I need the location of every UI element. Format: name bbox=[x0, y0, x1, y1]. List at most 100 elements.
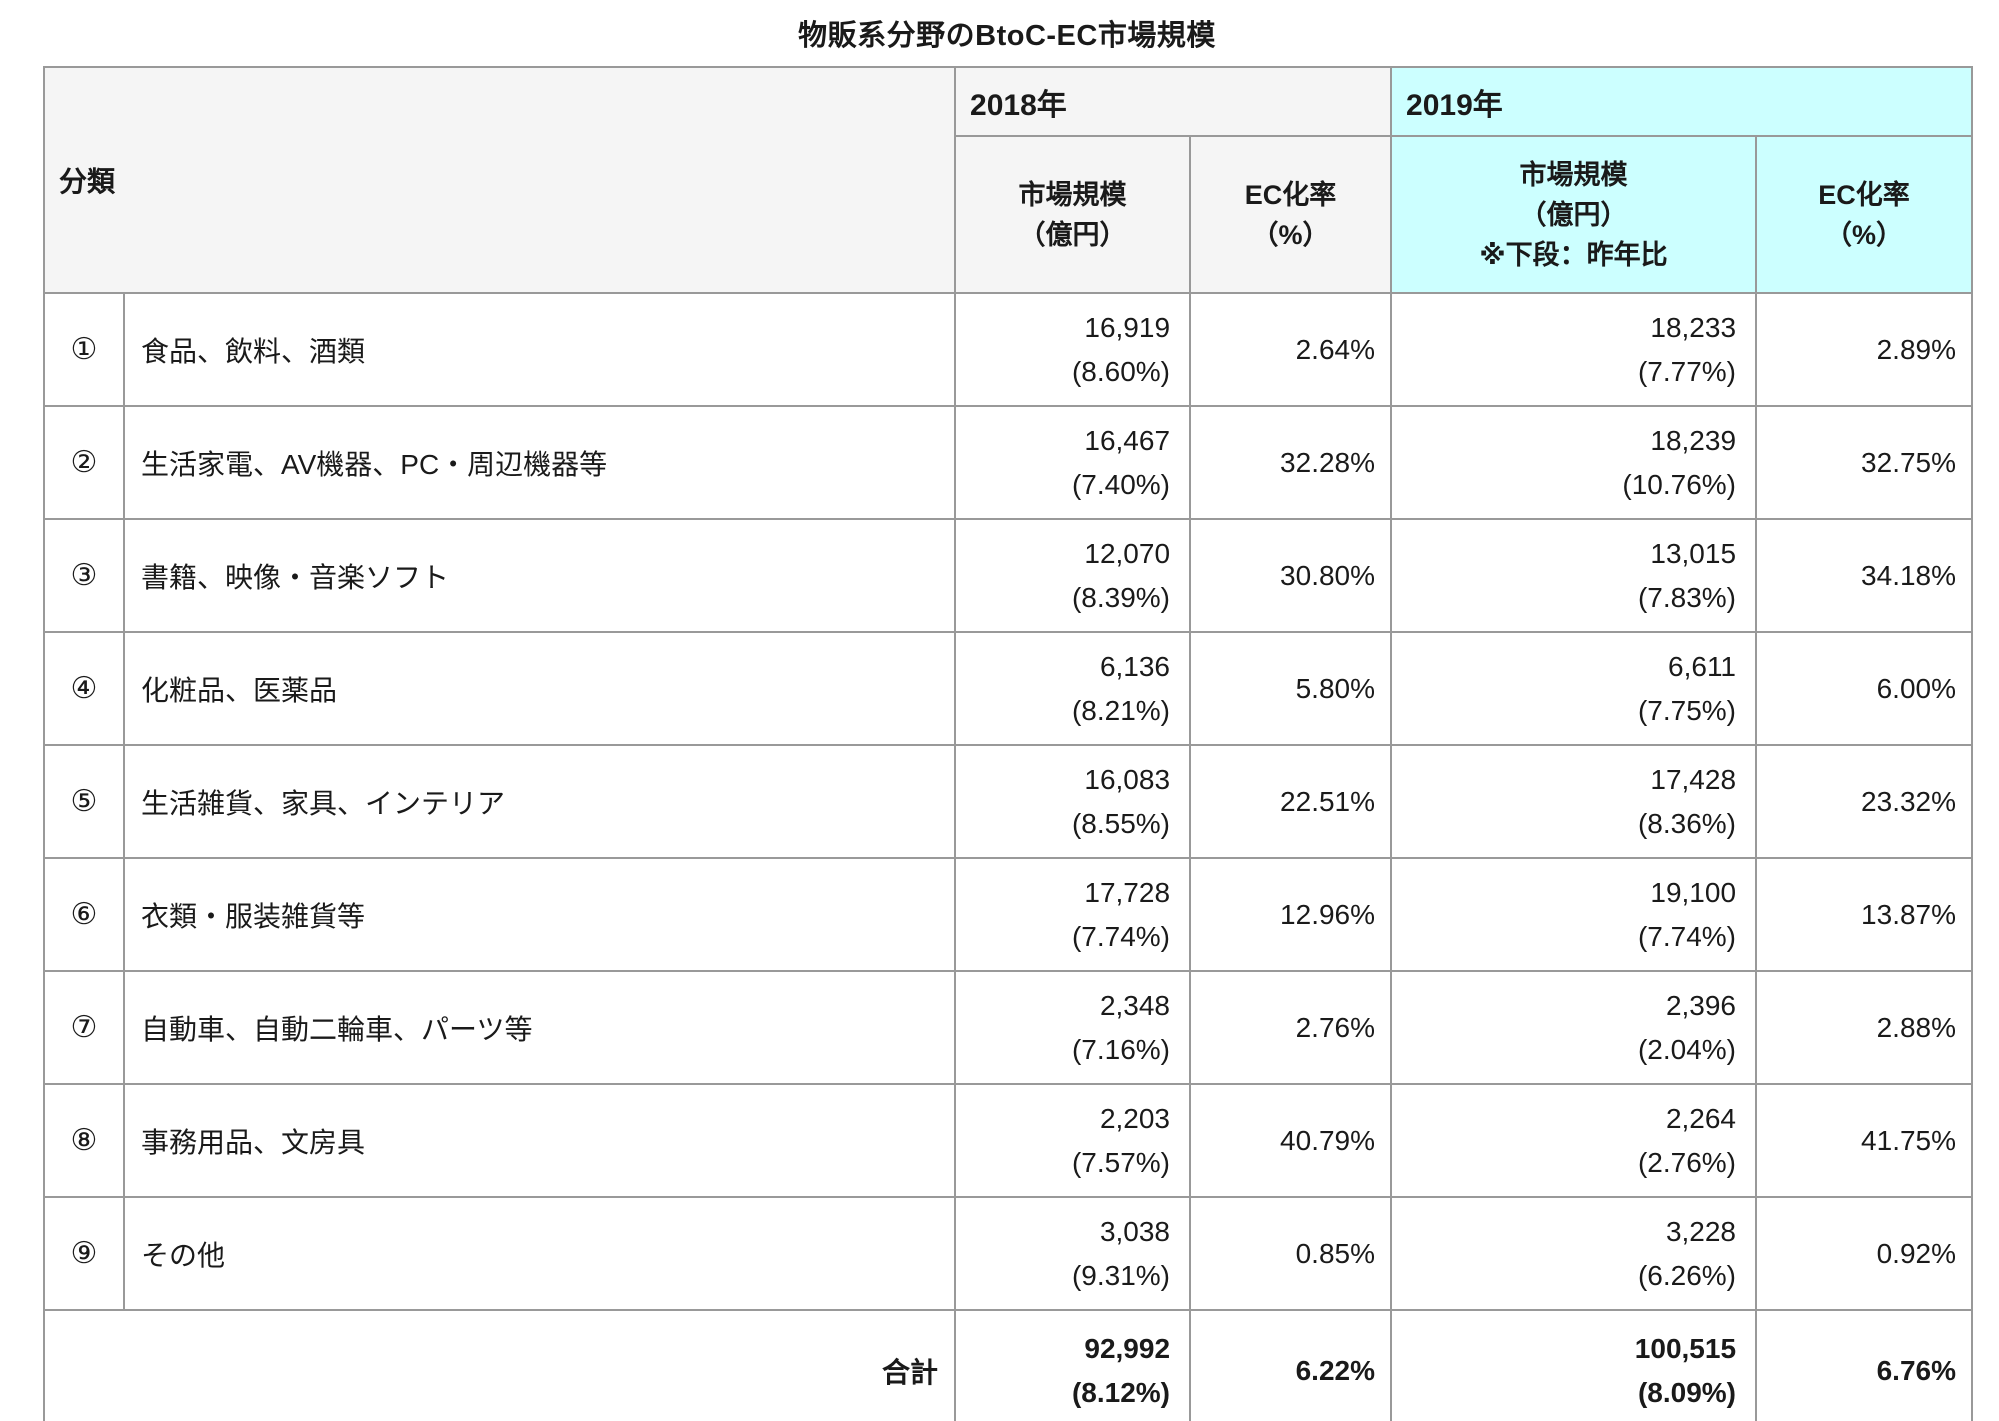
market-size-2019-cell: 3,228 (6.26%) bbox=[1390, 1196, 1758, 1311]
table-row: ⑨ その他 3,038 (9.31%) 0.85% 3,228 (6.26%) … bbox=[43, 1196, 1974, 1311]
row-number: ② bbox=[43, 405, 125, 520]
market-size-2018-cell: 3,038 (9.31%) bbox=[954, 1196, 1192, 1311]
table-footer: 合計 92,992 (8.12%) 6.22% 100,515 (8.09%) … bbox=[42, 1309, 1974, 1421]
year-2018-header: 2018年 bbox=[954, 66, 1393, 137]
market-size-2019-cell: 17,428 (8.36%) bbox=[1390, 744, 1758, 859]
row-number: ⑧ bbox=[43, 1083, 125, 1198]
ec-rate-unit: （%） bbox=[1251, 219, 1330, 250]
category-label: 食品、飲料、酒類 bbox=[122, 292, 957, 407]
total-market-size-2018-value: 92,992 bbox=[1084, 1332, 1171, 1364]
market-size-2019-cell: 18,239 (10.76%) bbox=[1390, 405, 1758, 520]
market-size-2019-share: (7.75%) bbox=[1637, 694, 1737, 726]
market-size-2019-share: (7.83%) bbox=[1637, 581, 1737, 613]
market-size-2019-cell: 6,611 (7.75%) bbox=[1390, 631, 1758, 746]
market-size-2019-value: 6,611 bbox=[1668, 650, 1737, 682]
market-size-2018-cell: 12,070 (8.39%) bbox=[954, 518, 1192, 633]
market-size-2018-share: (8.39%) bbox=[1071, 581, 1171, 613]
table-header: 分類 2018年 2019年 市場規模 （億円） EC化率 （%） 市場規模 （… bbox=[42, 66, 1974, 294]
row-number: ④ bbox=[43, 631, 125, 746]
row-number: ⑦ bbox=[43, 970, 125, 1085]
category-header: 分類 bbox=[42, 66, 957, 294]
market-size-2018-value: 17,728 bbox=[1084, 876, 1171, 908]
market-size-2019-share: (7.77%) bbox=[1637, 355, 1737, 387]
row-number: ⑤ bbox=[43, 744, 125, 859]
row-number: ① bbox=[43, 292, 125, 407]
market-size-2019-share: (8.36%) bbox=[1637, 807, 1737, 839]
market-size-2018-cell: 2,348 (7.16%) bbox=[954, 970, 1192, 1085]
category-label: 書籍、映像・音楽ソフト bbox=[122, 518, 957, 633]
category-label: 生活家電、AV機器、PC・周辺機器等 bbox=[122, 405, 957, 520]
market-size-2019-cell: 13,015 (7.83%) bbox=[1390, 518, 1758, 633]
market-size-2018-share: (9.31%) bbox=[1071, 1259, 1171, 1291]
market-size-2018-cell: 16,083 (8.55%) bbox=[954, 744, 1192, 859]
market-size-2019-value: 3,228 bbox=[1665, 1215, 1737, 1247]
total-market-size-2018-cell: 92,992 (8.12%) bbox=[954, 1309, 1192, 1421]
ec-rate-2019-cell: 34.18% bbox=[1755, 518, 1974, 633]
market-size-2019-cell: 19,100 (7.74%) bbox=[1390, 857, 1758, 972]
table-row: ① 食品、飲料、酒類 16,919 (8.60%) 2.64% 18,233 (… bbox=[43, 292, 1974, 407]
market-size-2018-value: 16,919 bbox=[1084, 311, 1171, 343]
market-size-2019-value: 2,264 bbox=[1665, 1102, 1737, 1134]
total-market-size-2018-share: (8.12%) bbox=[1071, 1376, 1171, 1408]
ec-rate-unit: （%） bbox=[1825, 219, 1904, 250]
ec-rate-2019-cell: 23.32% bbox=[1755, 744, 1974, 859]
category-label: 衣類・服装雑貨等 bbox=[122, 857, 957, 972]
category-label: 自動車、自動二輪車、パーツ等 bbox=[122, 970, 957, 1085]
ec-rate-2019-cell: 2.89% bbox=[1755, 292, 1974, 407]
table-row: ⑥ 衣類・服装雑貨等 17,728 (7.74%) 12.96% 19,100 … bbox=[43, 857, 1974, 972]
market-size-2018-share: (8.21%) bbox=[1071, 694, 1171, 726]
market-size-2019-header: 市場規模 （億円） ※下段：昨年比 bbox=[1390, 135, 1758, 294]
market-size-unit: （億円） bbox=[1519, 199, 1628, 230]
market-size-2018-share: (8.55%) bbox=[1071, 807, 1171, 839]
ec-rate-2019-cell: 6.00% bbox=[1755, 631, 1974, 746]
market-size-2018-cell: 16,467 (7.40%) bbox=[954, 405, 1192, 520]
ec-rate-2018-cell: 22.51% bbox=[1189, 744, 1393, 859]
ec-rate-2019-cell: 32.75% bbox=[1755, 405, 1974, 520]
market-size-2019-value: 18,239 bbox=[1650, 424, 1737, 456]
market-size-2019-share: (7.74%) bbox=[1637, 920, 1737, 952]
total-ec-rate-2019-cell: 6.76% bbox=[1755, 1309, 1974, 1421]
table-row: ③ 書籍、映像・音楽ソフト 12,070 (8.39%) 30.80% 13,0… bbox=[43, 518, 1974, 633]
market-size-2018-share: (7.16%) bbox=[1071, 1033, 1171, 1065]
market-size-label: 市場規模 bbox=[1018, 179, 1127, 210]
table-row: ⑦ 自動車、自動二輪車、パーツ等 2,348 (7.16%) 2.76% 2,3… bbox=[43, 970, 1974, 1085]
market-size-2018-cell: 17,728 (7.74%) bbox=[954, 857, 1192, 972]
market-size-2018-header: 市場規模 （億円） bbox=[954, 135, 1192, 294]
category-label: 化粧品、医薬品 bbox=[122, 631, 957, 746]
market-size-2018-cell: 6,136 (8.21%) bbox=[954, 631, 1192, 746]
market-size-2018-cell: 2,203 (7.57%) bbox=[954, 1083, 1192, 1198]
ec-rate-2018-cell: 5.80% bbox=[1189, 631, 1393, 746]
market-size-2019-share: (6.26%) bbox=[1637, 1259, 1737, 1291]
category-label: 生活雑貨、家具、インテリア bbox=[122, 744, 957, 859]
market-size-2018-value: 16,083 bbox=[1084, 763, 1171, 795]
year-header-row: 分類 2018年 2019年 bbox=[42, 66, 1974, 294]
ec-rate-label: EC化率 bbox=[1818, 179, 1910, 210]
market-size-2018-value: 12,070 bbox=[1084, 537, 1171, 569]
market-size-2018-value: 3,038 bbox=[1099, 1215, 1171, 1247]
table-body: ① 食品、飲料、酒類 16,919 (8.60%) 2.64% 18,233 (… bbox=[43, 292, 1974, 1311]
market-size-unit: （億円） bbox=[1018, 219, 1127, 250]
ec-rate-label: EC化率 bbox=[1244, 179, 1337, 210]
ec-rate-2019-cell: 2.88% bbox=[1755, 970, 1974, 1085]
ec-rate-2019-header: EC化率 （%） bbox=[1755, 135, 1974, 294]
table-row: ② 生活家電、AV機器、PC・周辺機器等 16,467 (7.40%) 32.2… bbox=[43, 405, 1974, 520]
market-size-2019-value: 18,233 bbox=[1650, 311, 1737, 343]
ec-rate-2018-cell: 2.76% bbox=[1189, 970, 1393, 1085]
market-size-2019-cell: 2,396 (2.04%) bbox=[1390, 970, 1758, 1085]
row-number: ⑨ bbox=[43, 1196, 125, 1311]
market-size-2019-value: 2,396 bbox=[1665, 989, 1737, 1021]
category-label: その他 bbox=[122, 1196, 957, 1311]
market-size-2018-share: (7.74%) bbox=[1071, 920, 1171, 952]
market-size-2019-share: (10.76%) bbox=[1622, 468, 1737, 500]
total-ec-rate-2018-cell: 6.22% bbox=[1189, 1309, 1393, 1421]
table-row: ⑧ 事務用品、文房具 2,203 (7.57%) 40.79% 2,264 (2… bbox=[43, 1083, 1974, 1198]
market-size-2019-value: 13,015 bbox=[1650, 537, 1737, 569]
table-row: ⑤ 生活雑貨、家具、インテリア 16,083 (8.55%) 22.51% 17… bbox=[43, 744, 1974, 859]
yoy-note: ※下段：昨年比 bbox=[1479, 239, 1668, 270]
ec-rate-2019-cell: 41.75% bbox=[1755, 1083, 1974, 1198]
total-row: 合計 92,992 (8.12%) 6.22% 100,515 (8.09%) … bbox=[42, 1309, 1974, 1421]
market-size-2018-cell: 16,919 (8.60%) bbox=[954, 292, 1192, 407]
ec-rate-2019-cell: 0.92% bbox=[1755, 1196, 1974, 1311]
table-title: 物販系分野のBtoC-EC市場規模 bbox=[798, 20, 1216, 52]
